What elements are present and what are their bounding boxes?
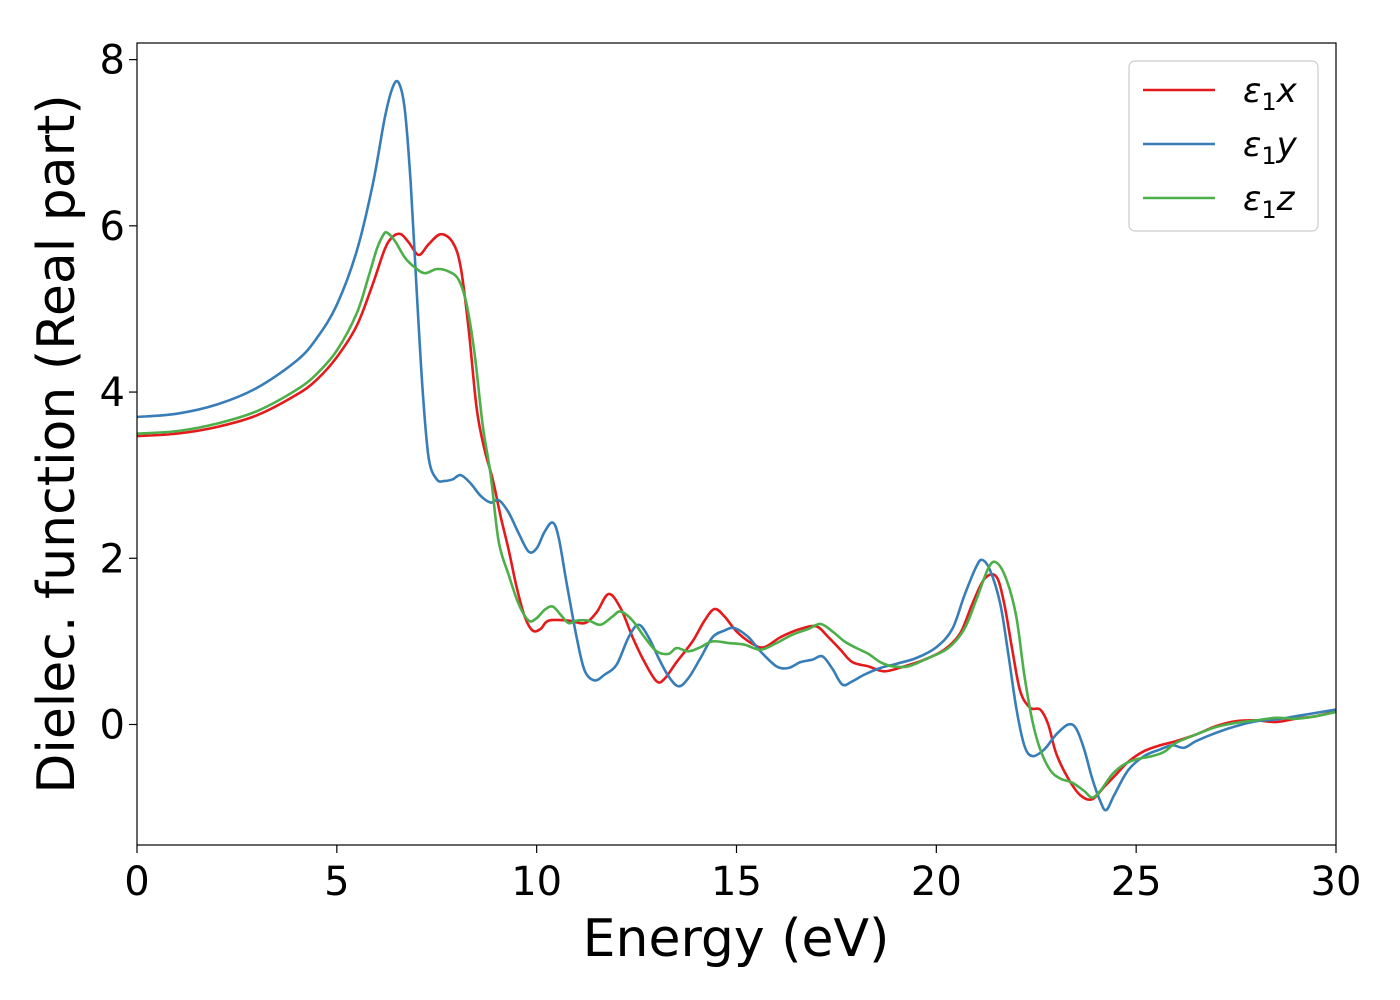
legend-label-x: ε1x	[1243, 71, 1298, 116]
x-axis-ticks: 0 5 10 15 20 25 30	[124, 845, 1361, 905]
x-tick-label: 30	[1311, 859, 1362, 905]
y-axis-ticks: 0 2 4 6 8	[100, 38, 137, 748]
x-tick-label: 0	[124, 859, 149, 905]
legend-label-y: ε1y	[1243, 125, 1298, 170]
y-axis-label: Dielec. function (Real part)	[27, 94, 87, 793]
y-tick-label: 6	[100, 204, 125, 250]
y-tick-label: 0	[100, 702, 125, 748]
y-tick-label: 8	[100, 38, 125, 84]
x-tick-label: 5	[324, 859, 349, 905]
series-line-y	[137, 79, 1336, 812]
legend-label-z: ε1z	[1243, 179, 1296, 224]
y-tick-label: 4	[100, 370, 125, 416]
legend-box	[1128, 60, 1319, 232]
series-line-x	[137, 232, 1336, 802]
x-tick-label: 20	[911, 859, 962, 905]
series-layer	[137, 79, 1336, 812]
y-tick-label: 2	[100, 536, 125, 582]
x-tick-label: 10	[511, 859, 562, 905]
legend: ε1x ε1y ε1z	[1128, 60, 1319, 232]
x-axis-label: Energy (eV)	[583, 909, 890, 969]
x-tick-label: 15	[711, 859, 762, 905]
x-tick-label: 25	[1111, 859, 1162, 905]
series-line-z	[137, 230, 1336, 799]
